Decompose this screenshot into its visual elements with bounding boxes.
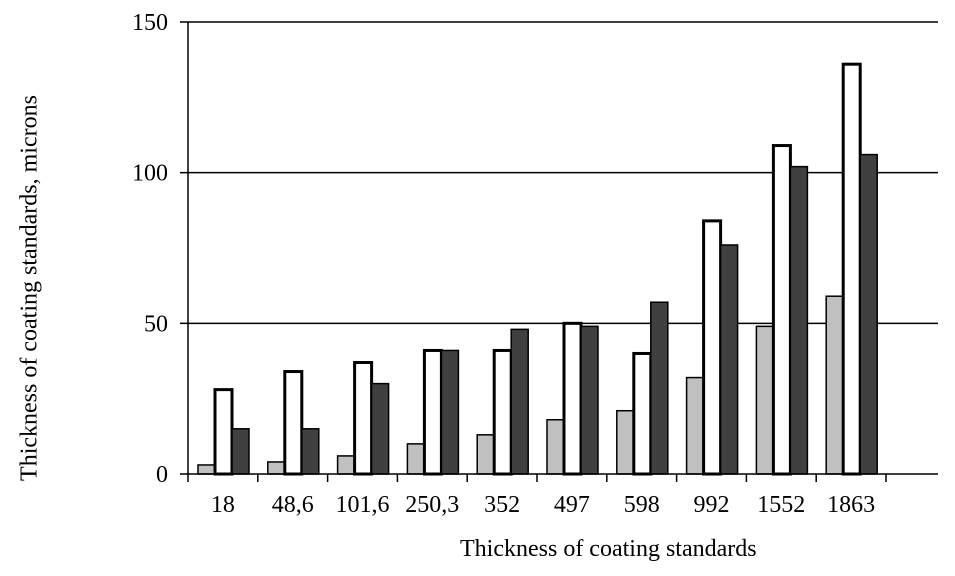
bar	[213, 388, 234, 476]
y-tick-label: 0	[156, 462, 168, 488]
bar	[510, 328, 529, 475]
bar	[370, 382, 390, 475]
y-tick-label: 150	[132, 10, 168, 36]
bar	[755, 325, 775, 475]
axes	[180, 21, 938, 482]
x-tick-label: 18	[211, 492, 235, 518]
bar	[632, 351, 653, 476]
x-tick-label: 250,3	[405, 492, 459, 518]
bar	[422, 348, 443, 476]
gridlines	[188, 21, 938, 325]
bar	[841, 62, 862, 476]
x-tick-label: 992	[694, 492, 730, 518]
bar	[859, 153, 878, 475]
y-tick-labels: 0 50 100 150	[132, 10, 168, 488]
bar	[406, 443, 426, 475]
x-tick-label: 352	[484, 492, 520, 518]
bar	[650, 301, 669, 475]
bar	[353, 361, 374, 476]
bar	[231, 428, 250, 475]
x-axis-title: Thickness of coating standards	[460, 536, 757, 562]
y-tick-label: 100	[132, 161, 168, 187]
bars	[197, 62, 878, 476]
x-tick-label: 598	[624, 492, 660, 518]
y-tick-label: 50	[144, 311, 168, 337]
bar	[336, 455, 356, 475]
x-tick-label: 1552	[757, 492, 805, 518]
bar	[492, 348, 513, 476]
bar	[476, 434, 495, 475]
x-tick-label: 101,6	[336, 492, 390, 518]
bar	[771, 144, 792, 476]
bar	[702, 219, 723, 476]
x-tick-label: 497	[554, 492, 590, 518]
bar	[440, 349, 460, 475]
x-tick-labels: 18 48,6 101,6 250,3 352 497 598 992 1552 1863	[211, 492, 875, 518]
bar	[719, 244, 739, 475]
bar	[580, 325, 599, 475]
bar	[197, 464, 216, 475]
x-tick-label: 48,6	[272, 492, 314, 518]
bar	[546, 419, 565, 475]
bar	[789, 165, 809, 475]
bar	[283, 370, 304, 476]
bar	[562, 321, 583, 476]
bar	[685, 376, 705, 475]
bar	[267, 461, 286, 475]
y-axis-title: Thickness of coating standards, microns	[16, 95, 43, 481]
x-tick-label: 1863	[827, 492, 875, 518]
bar	[616, 409, 635, 475]
bar	[301, 428, 320, 475]
bar	[825, 295, 844, 475]
